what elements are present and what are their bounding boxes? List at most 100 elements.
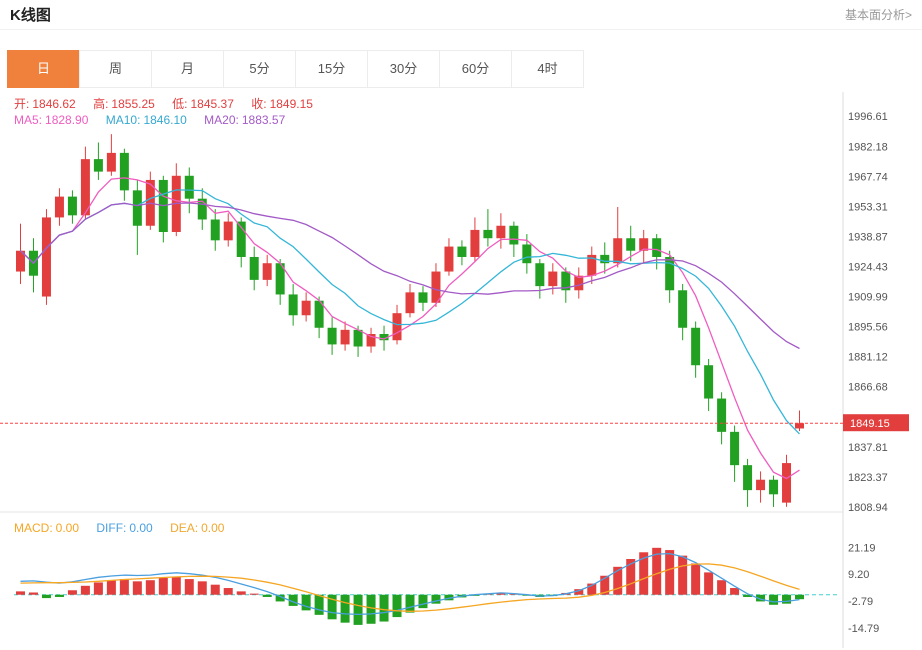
candle bbox=[756, 479, 766, 491]
macd-bar bbox=[314, 594, 324, 615]
macd-bar bbox=[301, 594, 311, 611]
macd-bar bbox=[743, 594, 753, 597]
candle bbox=[314, 300, 324, 328]
ma5-value: 1828.90 bbox=[45, 113, 89, 127]
candle bbox=[379, 334, 389, 341]
ma20-value: 1883.57 bbox=[241, 113, 286, 127]
price-tag bbox=[843, 414, 909, 432]
macd-value: 0.00 bbox=[55, 521, 80, 535]
macd-bar bbox=[275, 594, 285, 602]
diff-line bbox=[20, 552, 800, 616]
tab-4hour[interactable]: 4时 bbox=[511, 50, 584, 88]
candle bbox=[210, 219, 220, 241]
candle bbox=[184, 175, 194, 199]
macd-bar bbox=[197, 581, 207, 595]
candle bbox=[769, 479, 779, 495]
macd-y-axis-label: 21.19 bbox=[848, 542, 876, 554]
macd-bar bbox=[366, 594, 376, 624]
ma20-line bbox=[20, 202, 800, 350]
header: K线图 基本面分析> bbox=[0, 0, 922, 30]
macd-bar bbox=[769, 594, 779, 605]
candle bbox=[730, 431, 740, 466]
tab-15min[interactable]: 15分 bbox=[295, 50, 368, 88]
candle bbox=[132, 190, 142, 226]
macd-bar bbox=[418, 594, 428, 609]
candle bbox=[743, 465, 753, 491]
macd-bar bbox=[431, 594, 441, 604]
macd-bar bbox=[171, 576, 181, 595]
y-axis-label: 1938.87 bbox=[848, 231, 888, 243]
y-axis-label: 1881.12 bbox=[848, 352, 888, 364]
macd-bar bbox=[652, 547, 662, 595]
macd-bar bbox=[15, 591, 25, 595]
macd-bar bbox=[704, 572, 714, 595]
fundamental-analysis-link[interactable]: 基本面分析> bbox=[844, 8, 912, 22]
y-axis-label: 1982.18 bbox=[848, 141, 888, 153]
macd-info-bar: MACD: 0.00 DIFF: 0.00 DEA: 0.00 bbox=[14, 521, 238, 535]
candle bbox=[795, 423, 805, 429]
macd-bar bbox=[67, 590, 77, 595]
candle bbox=[470, 229, 480, 257]
tab-week[interactable]: 周 bbox=[79, 50, 152, 88]
macd-bar bbox=[444, 594, 454, 601]
macd-bar bbox=[54, 594, 64, 597]
candle bbox=[613, 238, 623, 264]
candle bbox=[496, 225, 506, 239]
macd-bar bbox=[782, 594, 792, 604]
macd-bar bbox=[626, 558, 636, 595]
candle bbox=[54, 196, 64, 218]
y-axis-label: 1823.37 bbox=[848, 472, 888, 484]
candle bbox=[457, 246, 467, 257]
close-label: 收: bbox=[251, 97, 267, 111]
macd-bar bbox=[665, 550, 675, 595]
candle bbox=[197, 198, 207, 220]
candle bbox=[522, 244, 532, 264]
candle bbox=[119, 152, 129, 191]
tab-30min[interactable]: 30分 bbox=[367, 50, 440, 88]
macd-bar bbox=[288, 594, 298, 606]
tab-day[interactable]: 日 bbox=[7, 50, 80, 88]
macd-bar bbox=[106, 580, 116, 595]
macd-bar bbox=[158, 577, 168, 595]
candle bbox=[717, 398, 727, 432]
macd-bar bbox=[496, 592, 506, 595]
price-tag-value: 1849.15 bbox=[850, 418, 890, 430]
diff-value: 0.00 bbox=[129, 521, 153, 535]
tab-month[interactable]: 月 bbox=[151, 50, 224, 88]
y-axis-label: 1909.99 bbox=[848, 292, 888, 304]
y-axis-label: 1808.94 bbox=[848, 502, 888, 514]
macd-bar bbox=[80, 585, 90, 595]
candle bbox=[93, 159, 103, 172]
candle bbox=[353, 329, 363, 347]
macd-bar bbox=[639, 552, 649, 595]
candle bbox=[782, 463, 792, 503]
ma5-label: MA5: bbox=[14, 113, 43, 127]
candle bbox=[561, 271, 571, 291]
macd-bar bbox=[587, 583, 597, 595]
macd-bar bbox=[717, 580, 727, 595]
candle bbox=[418, 292, 428, 303]
y-axis-label: 1837.81 bbox=[848, 442, 888, 454]
high-value: 1855.25 bbox=[111, 97, 155, 111]
macd-bar bbox=[132, 581, 142, 595]
candle bbox=[626, 238, 636, 251]
candle bbox=[223, 221, 233, 241]
tab-60min[interactable]: 60分 bbox=[439, 50, 512, 88]
candle bbox=[509, 225, 519, 245]
macd-bar bbox=[678, 555, 688, 595]
candle bbox=[548, 271, 558, 287]
macd-bar bbox=[119, 579, 129, 595]
open-value: 1846.62 bbox=[32, 97, 76, 111]
candle bbox=[236, 221, 246, 257]
tab-5min[interactable]: 5分 bbox=[223, 50, 296, 88]
candle bbox=[392, 313, 402, 341]
candle bbox=[288, 294, 298, 316]
y-axis-label: 1895.56 bbox=[848, 322, 888, 334]
candle bbox=[106, 152, 116, 172]
macd-y-axis-label: -14.79 bbox=[848, 623, 879, 635]
candle bbox=[691, 327, 701, 366]
macd-bar bbox=[691, 563, 701, 595]
y-axis-label: 1866.68 bbox=[848, 382, 888, 394]
